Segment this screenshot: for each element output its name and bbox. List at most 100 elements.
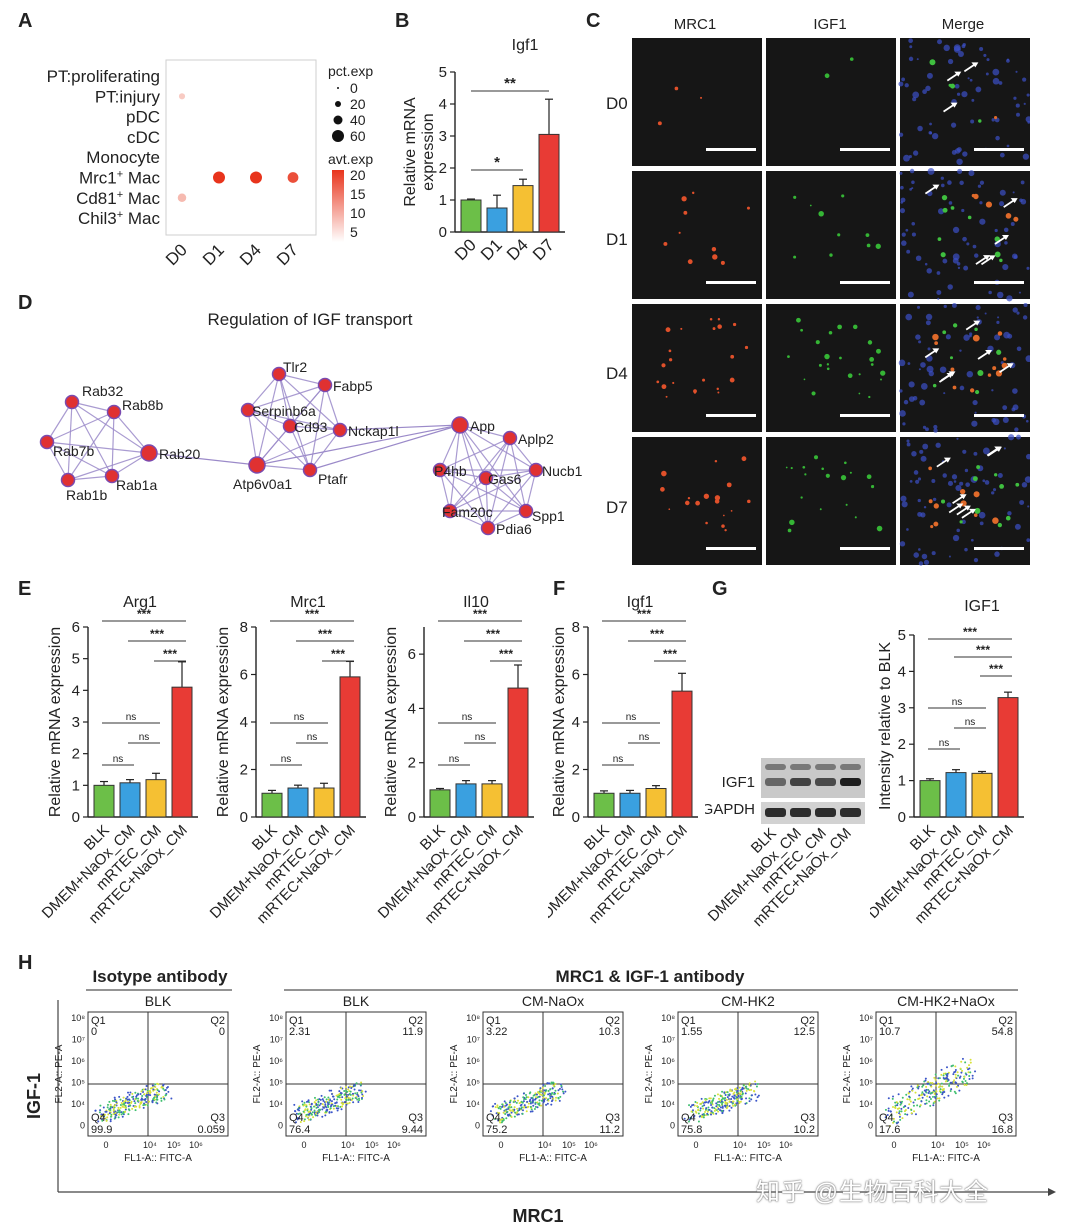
sig-label-2: ns (126, 712, 137, 723)
arrow-head (943, 457, 951, 463)
dapi-spot (1023, 102, 1026, 105)
dapi-spot (973, 451, 978, 456)
flow-event (549, 1097, 552, 1100)
q1-name-1: Q1 (289, 1015, 304, 1027)
flow-event (689, 1116, 692, 1119)
network-edge (148, 452, 258, 466)
dapi-spot (947, 58, 954, 65)
flow-event (296, 1117, 299, 1120)
dapi-spot (1002, 405, 1008, 411)
flow-y-tick-1-3: 10⁵ (269, 1078, 283, 1088)
flow-event (726, 1105, 729, 1108)
flow-event (925, 1102, 928, 1105)
network-edge (439, 469, 489, 529)
flow-event (293, 1109, 296, 1112)
flow-x-param-0: FL1-A:: FITC-A (124, 1153, 192, 1164)
merge-spot (985, 201, 993, 208)
flow-event (124, 1110, 127, 1113)
flow-event (315, 1106, 318, 1109)
dot-pt-injury-d0 (178, 93, 186, 100)
panel-h-flow-cytometry: Isotype antibody MRC1 & IGF-1 antibodyIGF… (24, 967, 1056, 1226)
flow-event (683, 1117, 686, 1120)
flow-event (356, 1098, 359, 1101)
flow-y-tick-4-2: 10⁶ (859, 1056, 873, 1066)
sig-label-0: ns (613, 754, 624, 765)
flow-event (509, 1114, 512, 1117)
flow-x-tick-3-3: 10⁶ (779, 1140, 793, 1150)
flow-event (547, 1089, 550, 1092)
flow-event (910, 1085, 913, 1088)
microscopy-tiles (632, 38, 1030, 566)
flow-event (313, 1096, 316, 1099)
dapi-spot (927, 347, 931, 351)
flow-event (943, 1096, 946, 1099)
flow-event (553, 1093, 556, 1096)
flow-event (697, 1120, 700, 1123)
flow-event (934, 1073, 937, 1076)
node-label-fabp5: Fabp5 (333, 378, 373, 394)
flow-event (156, 1089, 159, 1092)
flow-event (497, 1119, 500, 1122)
dapi-spot (992, 77, 1000, 85)
flow-event (732, 1104, 735, 1107)
flow-event (897, 1093, 900, 1096)
signal-spot (790, 466, 793, 470)
dapi-spot (982, 479, 986, 483)
flow-event (324, 1114, 327, 1117)
flow-event (142, 1088, 145, 1091)
dapi-spot (900, 197, 906, 203)
node-fabp5 (317, 377, 333, 393)
flow-event (100, 1113, 103, 1116)
flow-event (750, 1094, 753, 1097)
flow-event (720, 1100, 723, 1103)
flow-y-tick-4-0: 10⁸ (859, 1013, 873, 1023)
dapi-spot (908, 381, 915, 388)
panel-label-b: B (395, 10, 410, 32)
flow-event (534, 1098, 537, 1101)
flow-event (924, 1079, 927, 1082)
dapi-spot (961, 208, 965, 213)
y-axis-label-0: Relative mRNA expression (47, 627, 64, 817)
dapi-spot (939, 366, 947, 373)
dapi-spot (928, 130, 933, 135)
signal-spot (793, 195, 797, 199)
flow-y-tick-4-4: 10⁴ (859, 1099, 873, 1109)
flow-event (317, 1101, 320, 1104)
sig-label-0: ns (449, 754, 460, 765)
flow-event (347, 1088, 350, 1091)
flow-x-tick-3-1: 10⁴ (733, 1140, 747, 1150)
node-label-tlr2: Tlr2 (283, 359, 307, 375)
dapi-spot (966, 242, 970, 246)
q1-name-3: Q1 (681, 1015, 696, 1027)
flow-event (324, 1103, 327, 1106)
flow-event (560, 1084, 563, 1087)
signal-spot (793, 255, 797, 259)
flow-event (721, 1112, 724, 1115)
merge-spot (932, 383, 937, 388)
sig-label-2: ns (462, 712, 473, 723)
flow-event (687, 1120, 690, 1123)
signal-spot (858, 392, 861, 395)
dapi-spot (916, 58, 919, 61)
flow-y-tick-2-4: 10⁴ (466, 1099, 480, 1109)
flow-event (542, 1083, 545, 1086)
flow-event (508, 1108, 511, 1111)
flow-event (156, 1098, 159, 1101)
signal-spot (726, 482, 732, 488)
flow-event (756, 1096, 759, 1099)
sig-label-0: ns (281, 754, 292, 765)
flow-event (551, 1087, 554, 1090)
flow-event (108, 1100, 111, 1103)
dapi-spot (1024, 476, 1030, 483)
bar-dmem-naox-cm (619, 792, 641, 818)
flow-event (489, 1110, 492, 1113)
merge-spot (992, 517, 999, 524)
flow-event (540, 1094, 543, 1097)
flow-event (501, 1120, 504, 1123)
flow-event (536, 1101, 539, 1104)
dapi-spot (970, 538, 974, 542)
flow-event (908, 1098, 911, 1101)
flow-event (928, 1100, 931, 1103)
flow-event (952, 1081, 955, 1084)
